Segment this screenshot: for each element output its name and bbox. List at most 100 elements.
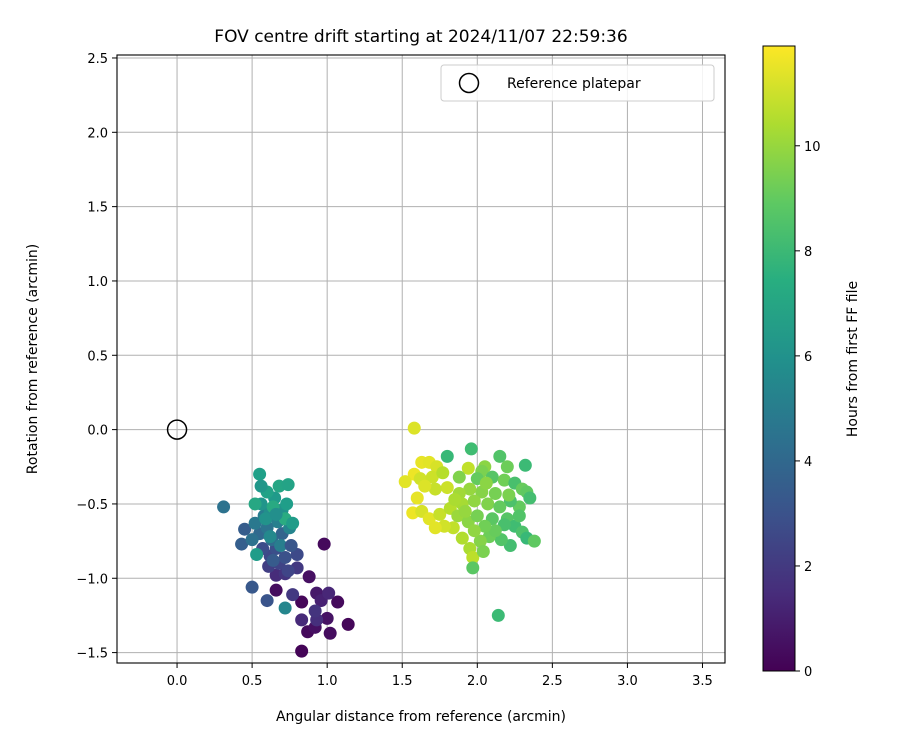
colorbar-ticks: 0 2 4 6 8 10 — [795, 140, 821, 680]
y-tick-label: −1.0 — [76, 572, 108, 587]
data-point — [320, 611, 334, 625]
data-point — [440, 449, 454, 463]
data-point — [259, 512, 273, 526]
legend-entry-reference: Reference platepar — [507, 76, 641, 92]
data-point — [464, 442, 478, 456]
data-point — [467, 494, 481, 508]
y-tick-label: 2.0 — [87, 126, 108, 141]
x-tick-label: 0.0 — [167, 674, 188, 689]
data-point — [245, 580, 259, 594]
data-point — [245, 533, 259, 547]
data-point — [281, 564, 295, 578]
data-point — [263, 530, 277, 544]
data-point — [452, 470, 466, 484]
data-point — [488, 524, 502, 538]
data-point — [407, 421, 421, 435]
data-point — [436, 466, 450, 480]
y-tick-label: 1.5 — [87, 201, 108, 216]
x-tick-label: 2.0 — [467, 674, 488, 689]
data-point — [295, 644, 309, 658]
data-point — [493, 449, 507, 463]
data-point — [238, 522, 252, 536]
data-point — [254, 479, 268, 493]
data-point — [466, 561, 480, 575]
data-point — [467, 524, 481, 538]
data-point — [425, 470, 439, 484]
data-point — [269, 507, 283, 521]
colorbar-tick-label: 8 — [804, 245, 812, 260]
x-axis-label: Angular distance from reference (arcmin) — [276, 709, 566, 725]
data-point — [248, 497, 262, 511]
plot-frame — [116, 54, 726, 664]
data-point — [266, 553, 280, 567]
data-point — [428, 482, 442, 496]
data-point — [280, 497, 294, 511]
data-point — [478, 519, 492, 533]
colorbar-tick-label: 4 — [804, 455, 812, 470]
data-point — [433, 507, 447, 521]
grid — [117, 55, 725, 663]
data-point — [473, 534, 487, 548]
x-tick-label: 0.5 — [242, 674, 263, 689]
data-point — [250, 547, 264, 561]
data-point — [235, 537, 249, 551]
y-tick-label: 2.5 — [87, 52, 108, 67]
colorbar-label: Hours from first FF file — [845, 281, 861, 437]
data-point — [398, 475, 412, 489]
data-point — [331, 595, 345, 609]
data-point — [455, 531, 469, 545]
data-point — [527, 534, 541, 548]
x-tick-label: 3.5 — [692, 674, 713, 689]
data-point — [461, 461, 475, 475]
colorbar: 0 2 4 6 8 10 Hours from first FF file — [762, 45, 861, 680]
data-point — [253, 467, 267, 481]
data-point — [217, 500, 231, 514]
data-point — [322, 586, 336, 600]
data-point — [323, 626, 337, 640]
data-point — [479, 476, 493, 490]
y-tick-label: 0.5 — [87, 349, 108, 364]
data-point — [274, 539, 288, 553]
data-point — [481, 497, 495, 511]
data-point — [341, 617, 355, 631]
y-tick-label: −0.5 — [76, 498, 108, 513]
data-point — [488, 487, 502, 501]
x-tick-label: 2.5 — [542, 674, 563, 689]
legend: Reference platepar — [440, 64, 715, 102]
data-point — [286, 516, 300, 530]
data-point — [493, 500, 507, 514]
y-axis: −1.5 −1.0 −0.5 0.0 0.5 1.0 1.5 2.0 2.5 — [76, 52, 117, 662]
data-point — [278, 550, 292, 564]
data-point — [248, 516, 262, 530]
data-point — [317, 537, 331, 551]
legend-marker-icon — [458, 72, 480, 94]
y-tick-label: −1.5 — [76, 647, 108, 662]
x-axis: 0.0 0.5 1.0 1.5 2.0 2.5 3.0 3.5 — [167, 663, 713, 689]
data-point — [286, 588, 300, 602]
data-point — [428, 521, 442, 535]
chart-title: FOV centre drift starting at 2024/11/07 … — [214, 27, 627, 47]
y-axis-label: Rotation from reference (arcmin) — [25, 244, 41, 474]
colorbar-tick-label: 6 — [804, 350, 812, 365]
data-point — [463, 482, 477, 496]
data-point — [448, 492, 462, 506]
colorbar-tick-label: 2 — [804, 560, 812, 575]
data-point — [491, 608, 505, 622]
colorbar-tick-label: 10 — [804, 140, 821, 155]
data-point — [500, 460, 514, 474]
data-point — [295, 613, 309, 627]
data-point — [278, 601, 292, 615]
reference-platepar-marker — [166, 419, 188, 440]
data-point — [502, 488, 516, 502]
legend-box — [440, 64, 715, 102]
data-point — [260, 594, 274, 608]
data-point — [308, 604, 322, 618]
data-point — [418, 479, 432, 493]
x-tick-label: 1.0 — [317, 674, 338, 689]
data-point — [295, 595, 309, 609]
data-point — [497, 473, 511, 487]
data-point — [410, 491, 424, 505]
data-point — [470, 509, 484, 523]
y-tick-label: 0.0 — [87, 424, 108, 439]
